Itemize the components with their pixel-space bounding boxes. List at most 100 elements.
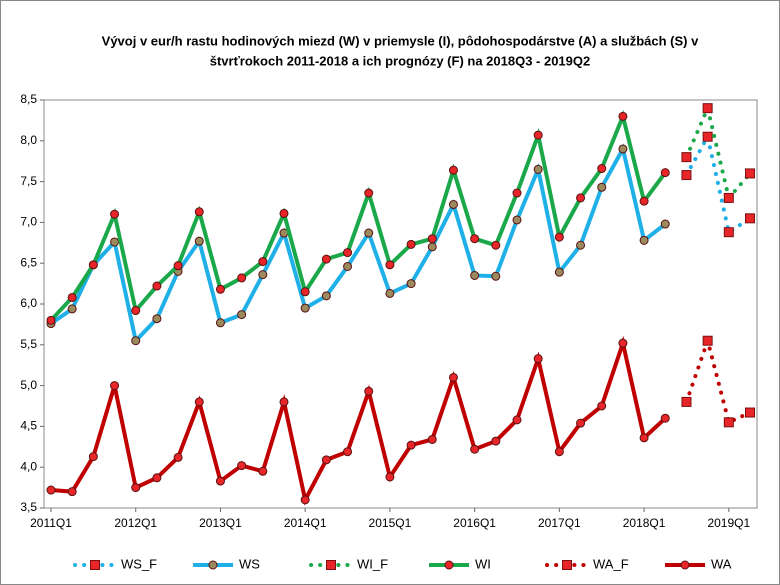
legend-label: WS — [239, 556, 260, 571]
marker — [237, 273, 247, 283]
marker — [131, 336, 141, 346]
marker — [681, 396, 692, 407]
series-line — [49, 143, 667, 345]
marker — [131, 483, 141, 493]
marker — [343, 248, 353, 258]
marker — [343, 261, 353, 271]
marker — [597, 401, 607, 411]
marker — [300, 287, 310, 297]
marker — [554, 267, 564, 277]
marker — [194, 207, 204, 217]
marker — [491, 271, 501, 281]
marker — [512, 188, 522, 198]
legend-marker — [208, 560, 218, 570]
legend-label: WA — [711, 556, 732, 571]
y-tick-label: 6,5 — [20, 255, 37, 269]
marker — [406, 239, 416, 249]
marker — [723, 417, 734, 428]
marker — [533, 130, 543, 140]
legend-marker — [562, 560, 572, 570]
marker — [258, 270, 268, 280]
marker — [448, 199, 458, 209]
marker — [173, 452, 183, 462]
marker — [343, 447, 353, 457]
marker — [88, 452, 98, 462]
marker — [385, 288, 395, 298]
x-tick-label: 2018Q1 — [623, 516, 666, 530]
marker — [576, 418, 586, 428]
legend-label: WI_F — [357, 556, 388, 571]
marker — [279, 208, 289, 218]
marker — [702, 103, 713, 114]
marker — [681, 152, 692, 163]
marker — [576, 193, 586, 203]
marker — [470, 444, 480, 454]
marker — [152, 314, 162, 324]
marker — [215, 476, 225, 486]
chart-title: Vývoj v eur/h rastu hodinových miezd (W)… — [102, 33, 699, 48]
legend-label: WI — [475, 556, 491, 571]
marker — [67, 304, 77, 314]
marker — [215, 284, 225, 294]
x-tick-label: 2016Q1 — [453, 516, 496, 530]
y-tick-label: 6,0 — [20, 296, 37, 310]
marker — [88, 260, 98, 270]
marker — [427, 234, 437, 244]
marker — [406, 279, 416, 289]
marker — [576, 240, 586, 250]
marker — [448, 165, 458, 175]
marker — [67, 487, 77, 497]
marker — [46, 485, 56, 495]
marker — [639, 196, 649, 206]
marker — [723, 192, 734, 203]
marker — [152, 281, 162, 291]
marker — [364, 228, 374, 238]
marker — [364, 188, 374, 198]
marker — [300, 303, 310, 313]
marker — [597, 164, 607, 174]
marker — [131, 306, 141, 316]
marker — [321, 291, 331, 301]
marker — [406, 440, 416, 450]
marker — [321, 455, 331, 465]
x-tick-label: 2012Q1 — [114, 516, 157, 530]
marker — [46, 315, 56, 325]
forecast-line — [684, 101, 752, 203]
y-tick-label: 8,0 — [20, 133, 37, 147]
marker — [618, 111, 628, 121]
marker — [470, 234, 480, 244]
marker — [745, 213, 755, 224]
marker — [237, 310, 247, 320]
marker — [639, 433, 649, 443]
legend-marker — [444, 560, 454, 570]
marker — [554, 232, 564, 242]
y-tick-label: 4,5 — [20, 419, 37, 433]
marker — [512, 415, 522, 425]
legend-label: WS_F — [121, 556, 157, 571]
marker — [385, 472, 395, 482]
marker — [745, 407, 755, 418]
marker — [110, 381, 120, 391]
marker — [512, 215, 522, 225]
marker — [533, 164, 543, 174]
marker — [681, 170, 692, 181]
marker — [67, 292, 77, 302]
marker — [258, 257, 268, 267]
marker — [533, 354, 543, 364]
marker — [470, 270, 480, 280]
marker — [427, 434, 437, 444]
marker — [702, 335, 713, 346]
marker — [702, 131, 713, 142]
marker — [618, 144, 628, 154]
marker — [491, 436, 501, 446]
x-tick-label: 2019Q1 — [707, 516, 750, 530]
marker — [237, 461, 247, 471]
marker — [258, 466, 268, 476]
chart-title: štvrťrokoch 2011-2018 a ich prognózy (F)… — [210, 53, 591, 68]
marker — [639, 235, 649, 245]
y-tick-label: 4,0 — [20, 459, 37, 473]
marker — [152, 473, 162, 483]
marker — [364, 386, 374, 396]
legend-marker — [90, 560, 100, 570]
